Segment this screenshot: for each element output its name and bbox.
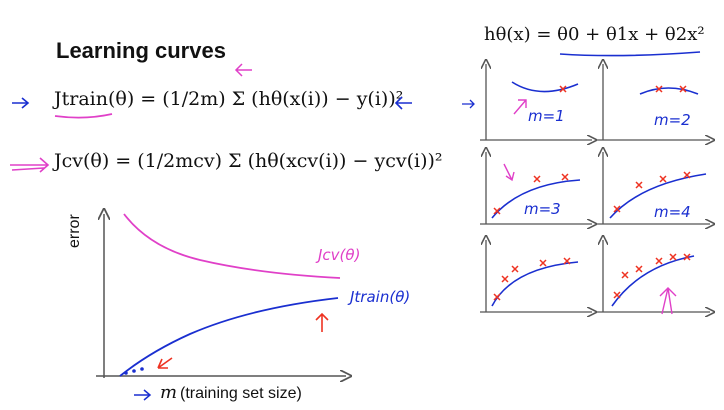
- panel-label-3-text: m=3: [524, 200, 561, 218]
- panel-6-point-5: [669, 253, 677, 261]
- j-cv-formula: Jcv(θ) = (1/2mcv) Σ (hθ(xcv(i)) − ycv(i)…: [54, 150, 443, 172]
- blue-arrow-1: [12, 97, 30, 109]
- j-train-formula: Jtrain(θ) = (1/2m) Σ (hθ(x(i)) − y(i))²: [54, 88, 403, 110]
- panel-label-2-text: m=2: [654, 111, 691, 129]
- panel-grid: [462, 64, 710, 314]
- red-annotation-high: [315, 312, 329, 332]
- panel-label-3: m=3: [524, 200, 561, 218]
- panel-label-2: m=2: [654, 111, 691, 129]
- cv-curve-label: Jcv(θ): [318, 246, 360, 264]
- panel-4-point-2: [635, 181, 643, 189]
- panel-6-point-6: [683, 253, 691, 261]
- j-train-underline: [54, 113, 113, 119]
- panel-label-4: m=4: [654, 203, 691, 221]
- panel-6-point-4: [655, 257, 663, 265]
- formula-annotations: [10, 63, 412, 173]
- panel-6-point-2: [621, 271, 629, 279]
- red-annotation-low: [157, 357, 173, 369]
- panel-2: [597, 64, 710, 140]
- left-arrow-1: [394, 96, 412, 110]
- panel-6-point-3: [635, 265, 643, 273]
- cv-curve-label-text: Jcv(θ): [318, 246, 361, 264]
- j-cv-text: Jcv(θ) = (1/2mcv) Σ (hθ(xcv(i)) − ycv(i)…: [54, 150, 443, 172]
- panel-4: [597, 152, 710, 224]
- hypothesis-formula: hθ(x) = θ0 + θ1x + θ2x²: [484, 24, 705, 45]
- hypothesis-text: hθ(x) = θ0 + θ1x + θ2x²: [484, 24, 705, 45]
- train-dot-1: [124, 371, 128, 375]
- train-dot-3: [140, 367, 144, 371]
- panel-5-point-1: [493, 293, 501, 301]
- train-curve-label: Jtrain(θ): [350, 288, 410, 306]
- panel-3-point-3: [561, 173, 569, 181]
- panel-label-4-text: m=4: [654, 203, 691, 221]
- x-axis-label: (training set size): [180, 385, 302, 403]
- x-axis-label-text: (training set size): [180, 385, 302, 402]
- train-dot-2: [132, 369, 136, 373]
- panel-1: [462, 64, 592, 140]
- panel-4-point-4: [683, 171, 691, 179]
- cv-curve: [123, 213, 341, 279]
- panel-label-1-text: m=1: [528, 107, 565, 125]
- main-plot: [96, 213, 346, 401]
- x-axis-symbol: m: [160, 382, 177, 403]
- panel-5-point-4: [539, 259, 547, 267]
- panel-3-point-1: [493, 207, 501, 215]
- blue-arrow-m: [134, 389, 152, 401]
- train-curve-label-text: Jtrain(θ): [350, 288, 411, 306]
- panel-3: [480, 152, 592, 224]
- j-train-text: Jtrain(θ) = (1/2m) Σ (hθ(x(i)) − y(i))²: [54, 88, 404, 110]
- x-axis-symbol-text: m: [160, 382, 178, 403]
- panel-label-1: m=1: [528, 107, 565, 125]
- hypothesis-underline: [559, 51, 701, 57]
- panel-4-point-3: [659, 175, 667, 183]
- train-curve: [119, 297, 339, 377]
- panel-1-point-1: [559, 85, 567, 93]
- panel-2-point-1: [655, 85, 663, 93]
- panel-5: [480, 240, 592, 312]
- panel-6-point-1: [613, 291, 621, 299]
- panel-5-point-2: [501, 275, 509, 283]
- panel-4-point-1: [613, 205, 621, 213]
- m-arrow: [234, 63, 252, 77]
- slide-title: Learning curves: [56, 38, 226, 63]
- panel-3-point-2: [533, 175, 541, 183]
- pink-arrow-cv: [10, 157, 50, 173]
- panel-6: [597, 240, 710, 314]
- panel-5-point-3: [511, 265, 519, 273]
- panel-2-point-2: [679, 85, 687, 93]
- panel-5-point-5: [563, 257, 571, 265]
